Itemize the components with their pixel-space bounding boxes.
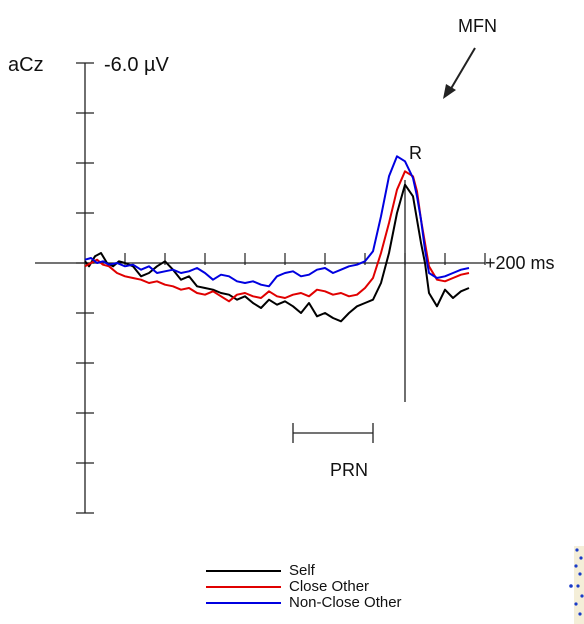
legend-label-non-close-other: Non-Close Other xyxy=(289,594,402,611)
scale-label: -6.0 µV xyxy=(104,54,170,76)
series-layer xyxy=(84,155,470,323)
legend: Self Close Other Non-Close Other xyxy=(206,563,402,611)
mfn-label: MFN xyxy=(458,16,497,36)
chart-axes xyxy=(35,62,486,514)
legend-item-self: Self xyxy=(206,563,402,579)
legend-item-close-other: Close Other xyxy=(206,579,402,595)
legend-label-close-other: Close Other xyxy=(289,578,370,595)
prn-window-bracket xyxy=(292,423,374,443)
response-label: R xyxy=(409,143,422,163)
legend-swatch-non-close-other xyxy=(206,602,281,604)
mfn-arrow-icon xyxy=(443,47,476,99)
scalp-map-thumbnail-icon xyxy=(569,546,584,624)
legend-item-non-close-other: Non-Close Other xyxy=(206,595,402,611)
legend-swatch-close-other xyxy=(206,586,281,588)
time-label: +200 ms xyxy=(485,253,555,273)
legend-label-self: Self xyxy=(289,562,315,579)
prn-label: PRN xyxy=(330,460,368,480)
legend-swatch-self xyxy=(206,570,281,572)
series-line-self xyxy=(84,183,470,323)
series-line-non-close-other xyxy=(84,155,470,288)
series-line-close-other xyxy=(84,170,470,303)
channel-label: aCz xyxy=(8,54,44,76)
